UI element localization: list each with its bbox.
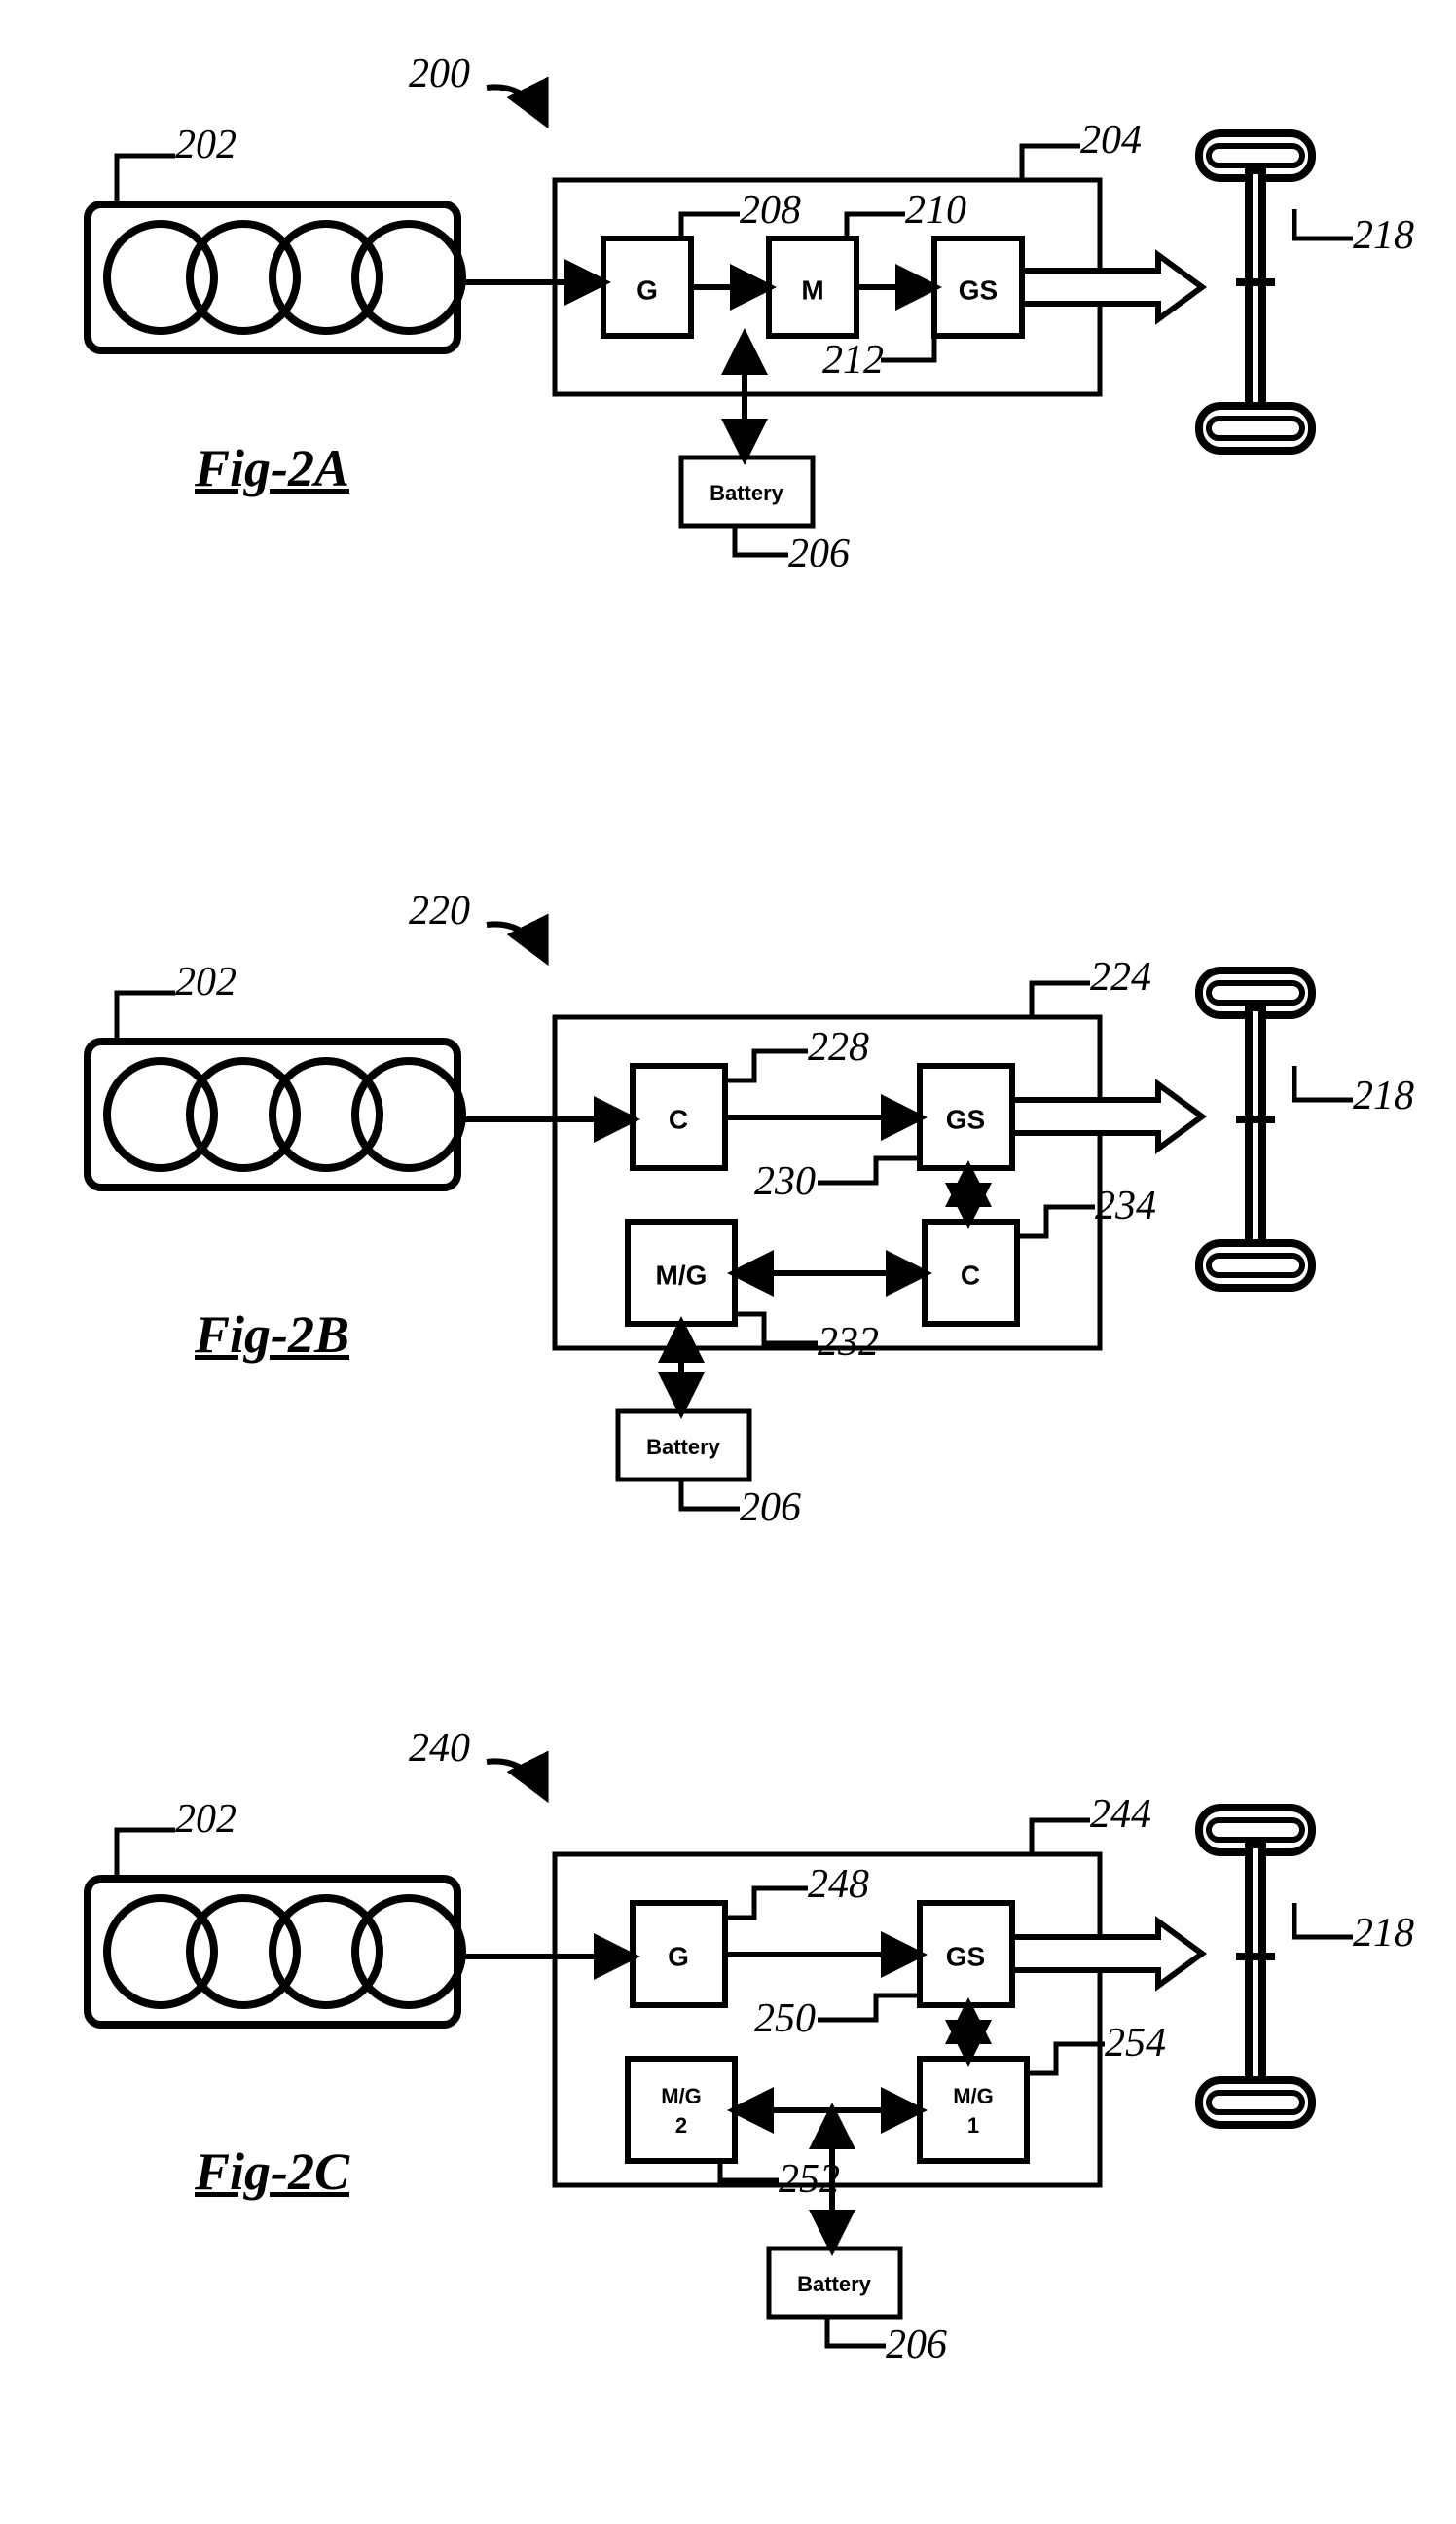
callout-gs: 250 bbox=[754, 1995, 816, 2042]
callout-main: 220 bbox=[409, 888, 470, 934]
figure-2c: G GS M/G 2 M/G 1 bbox=[0, 1684, 1456, 2521]
callout-mg2: 252 bbox=[779, 2156, 840, 2203]
figure-2b: C GS M/G C Battery bbox=[0, 847, 1456, 1684]
callout-main: 240 bbox=[409, 1725, 470, 1772]
axle-assembly bbox=[1199, 970, 1312, 1288]
block-mg1-label2: 1 bbox=[967, 2113, 979, 2138]
block-c1-label: C bbox=[669, 1104, 688, 1134]
battery-label: Battery bbox=[710, 481, 784, 505]
battery-label: Battery bbox=[646, 1435, 721, 1459]
callout-outer: 244 bbox=[1090, 1791, 1151, 1838]
block-gs-label: GS bbox=[959, 274, 998, 305]
block-gs-label: GS bbox=[946, 1104, 985, 1134]
callout-batt: 206 bbox=[740, 1484, 801, 1531]
block-g-label: G bbox=[637, 274, 658, 305]
block-g-label: G bbox=[668, 1941, 689, 1971]
callout-gs: 212 bbox=[822, 337, 884, 384]
callout-m: 210 bbox=[905, 187, 966, 234]
figure-label-c: Fig-2C bbox=[195, 2141, 349, 2202]
callout-axle: 218 bbox=[1353, 1073, 1414, 1119]
block-m-label: M bbox=[801, 274, 823, 305]
battery-label: Battery bbox=[797, 2272, 872, 2296]
axle-assembly bbox=[1199, 133, 1312, 451]
block-mg2-label1: M/G bbox=[661, 2084, 702, 2108]
axle-assembly bbox=[1199, 1808, 1312, 2125]
callout-mg1: 254 bbox=[1105, 2020, 1166, 2067]
callout-batt: 206 bbox=[886, 2322, 947, 2368]
callout-g: 208 bbox=[740, 187, 801, 234]
engine-block bbox=[88, 204, 462, 350]
callout-mg: 232 bbox=[818, 1319, 879, 1366]
callout-main: 200 bbox=[409, 51, 470, 97]
callout-engine: 202 bbox=[175, 959, 237, 1006]
block-c2-label: C bbox=[961, 1260, 980, 1290]
engine-block bbox=[88, 1879, 462, 2025]
callout-g: 248 bbox=[808, 1861, 869, 1908]
callout-outer: 204 bbox=[1080, 117, 1142, 164]
page: G M GS Battery bbox=[0, 0, 1456, 2524]
figure-2a: G M GS Battery bbox=[0, 10, 1456, 808]
figure-label-b: Fig-2B bbox=[195, 1304, 349, 1365]
engine-block bbox=[88, 1042, 462, 1188]
block-mg-label: M/G bbox=[656, 1260, 708, 1290]
callout-c1: 228 bbox=[808, 1024, 869, 1071]
block-gs-label: GS bbox=[946, 1941, 985, 1971]
callout-engine: 202 bbox=[175, 122, 237, 168]
figure-label-a: Fig-2A bbox=[195, 438, 349, 498]
callout-axle: 218 bbox=[1353, 212, 1414, 259]
output-arrow bbox=[1022, 255, 1202, 319]
callout-axle: 218 bbox=[1353, 1910, 1414, 1957]
callout-gs: 230 bbox=[754, 1158, 816, 1205]
block-mg1-label1: M/G bbox=[953, 2084, 994, 2108]
callout-c2: 234 bbox=[1095, 1183, 1156, 1229]
callout-outer: 224 bbox=[1090, 954, 1151, 1001]
callout-batt: 206 bbox=[788, 530, 850, 577]
block-mg2-label2: 2 bbox=[675, 2113, 687, 2138]
callout-engine: 202 bbox=[175, 1796, 237, 1843]
